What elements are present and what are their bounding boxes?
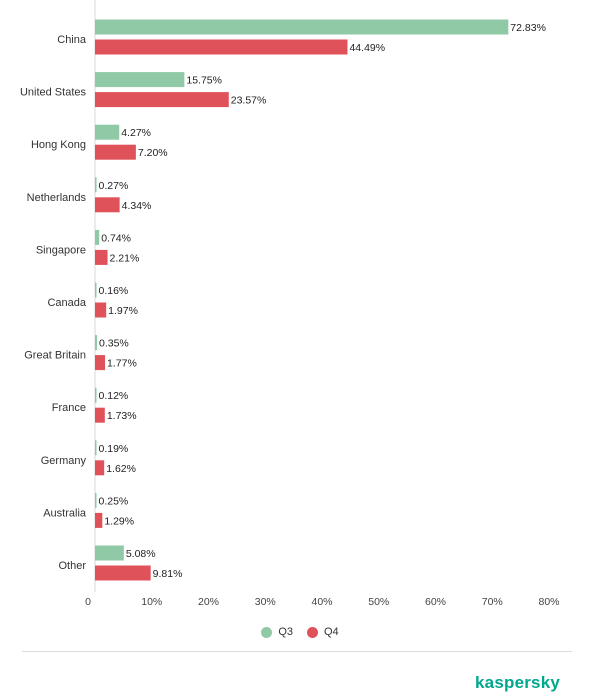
bar-q3-canada — [95, 282, 97, 298]
category-label-china: China — [57, 34, 87, 46]
bar-q4-australia — [95, 512, 103, 528]
bar-q4-singapore — [95, 249, 108, 265]
category-label-united-states: United States — [20, 87, 87, 99]
bar-q4-other — [95, 565, 151, 581]
legend-swatch-q4 — [307, 626, 318, 638]
value-label-q3-germany: 0.19% — [99, 443, 129, 455]
bar-q3-great-britain — [95, 335, 97, 351]
value-label-q3-great-britain: 0.35% — [99, 338, 129, 350]
value-label-q4-canada: 1.97% — [108, 305, 138, 317]
value-label-q3-united-states: 15.75% — [186, 75, 222, 87]
bar-q4-united-states — [95, 92, 229, 108]
category-label-france: France — [52, 402, 86, 414]
bar-q3-france — [95, 387, 97, 403]
x-tick-label-8: 80% — [538, 596, 559, 608]
x-tick-label-7: 70% — [482, 596, 503, 608]
value-label-q4-hong-kong: 7.20% — [138, 147, 168, 159]
category-label-australia: Australia — [43, 507, 87, 519]
value-label-q4-united-states: 23.57% — [231, 95, 267, 107]
value-label-q3-netherlands: 0.27% — [99, 180, 129, 192]
category-label-great-britain: Great Britain — [24, 350, 86, 362]
legend-label-q3: Q3 — [278, 626, 293, 638]
category-label-singapore: Singapore — [36, 244, 86, 256]
legend-label-q4: Q4 — [324, 626, 339, 638]
value-label-q3-canada: 0.16% — [99, 285, 129, 297]
bar-q4-netherlands — [95, 197, 120, 213]
value-label-q4-australia: 1.29% — [104, 515, 134, 527]
category-label-netherlands: Netherlands — [27, 192, 87, 204]
kaspersky-logo: kaspersky — [475, 673, 560, 692]
value-label-q4-great-britain: 1.77% — [107, 358, 137, 370]
bar-q4-canada — [95, 302, 107, 318]
bar-q3-united-states — [95, 72, 185, 88]
footer-divider — [22, 651, 572, 652]
legend: Q3 Q4 — [0, 626, 600, 638]
value-label-q4-netherlands: 4.34% — [122, 200, 152, 212]
legend-item-q4[interactable]: Q4 — [307, 626, 339, 638]
bar-q3-australia — [95, 492, 97, 508]
x-tick-label-2: 20% — [198, 596, 219, 608]
bar-q3-germany — [95, 440, 97, 456]
bar-chart: China 72.83% 44.49% United States 15.75% 23.5… — [20, 0, 560, 608]
x-tick-label-4: 40% — [311, 596, 332, 608]
category-label-other: Other — [58, 560, 86, 572]
x-tick-label-0: 0 — [85, 596, 91, 608]
value-label-q4-france: 1.73% — [107, 410, 137, 422]
bar-q3-other — [95, 545, 124, 561]
x-tick-label-3: 30% — [255, 596, 276, 608]
value-label-q3-australia: 0.25% — [99, 495, 129, 507]
category-label-canada: Canada — [47, 297, 86, 309]
bar-q3-hong-kong — [95, 124, 120, 140]
value-label-q3-other: 5.08% — [126, 548, 156, 560]
bar-q4-hong-kong — [95, 144, 136, 160]
bar-q4-france — [95, 407, 105, 423]
value-label-q4-germany: 1.62% — [106, 463, 136, 475]
value-label-q4-singapore: 2.21% — [110, 252, 140, 264]
bar-q4-great-britain — [95, 355, 106, 371]
value-label-q4-other: 9.81% — [153, 568, 183, 580]
bar-q3-singapore — [95, 229, 100, 245]
category-label-germany: Germany — [41, 455, 87, 467]
legend-swatch-q3 — [261, 626, 273, 638]
x-tick-label-1: 10% — [141, 596, 162, 608]
legend-item-q3[interactable]: Q3 — [261, 626, 293, 638]
value-label-q3-china: 72.83% — [510, 22, 546, 34]
x-tick-label-6: 60% — [425, 596, 446, 608]
value-label-q3-hong-kong: 4.27% — [121, 127, 151, 139]
value-label-q3-singapore: 0.74% — [101, 232, 131, 244]
bar-q3-china — [95, 19, 509, 35]
category-label-hong-kong: Hong Kong — [31, 139, 86, 151]
x-tick-label-5: 50% — [368, 596, 389, 608]
bar-q4-china — [95, 39, 348, 55]
bar-q3-netherlands — [95, 177, 97, 193]
value-label-q3-france: 0.12% — [99, 390, 129, 402]
bar-q4-germany — [95, 460, 105, 476]
value-label-q4-china: 44.49% — [349, 42, 385, 54]
